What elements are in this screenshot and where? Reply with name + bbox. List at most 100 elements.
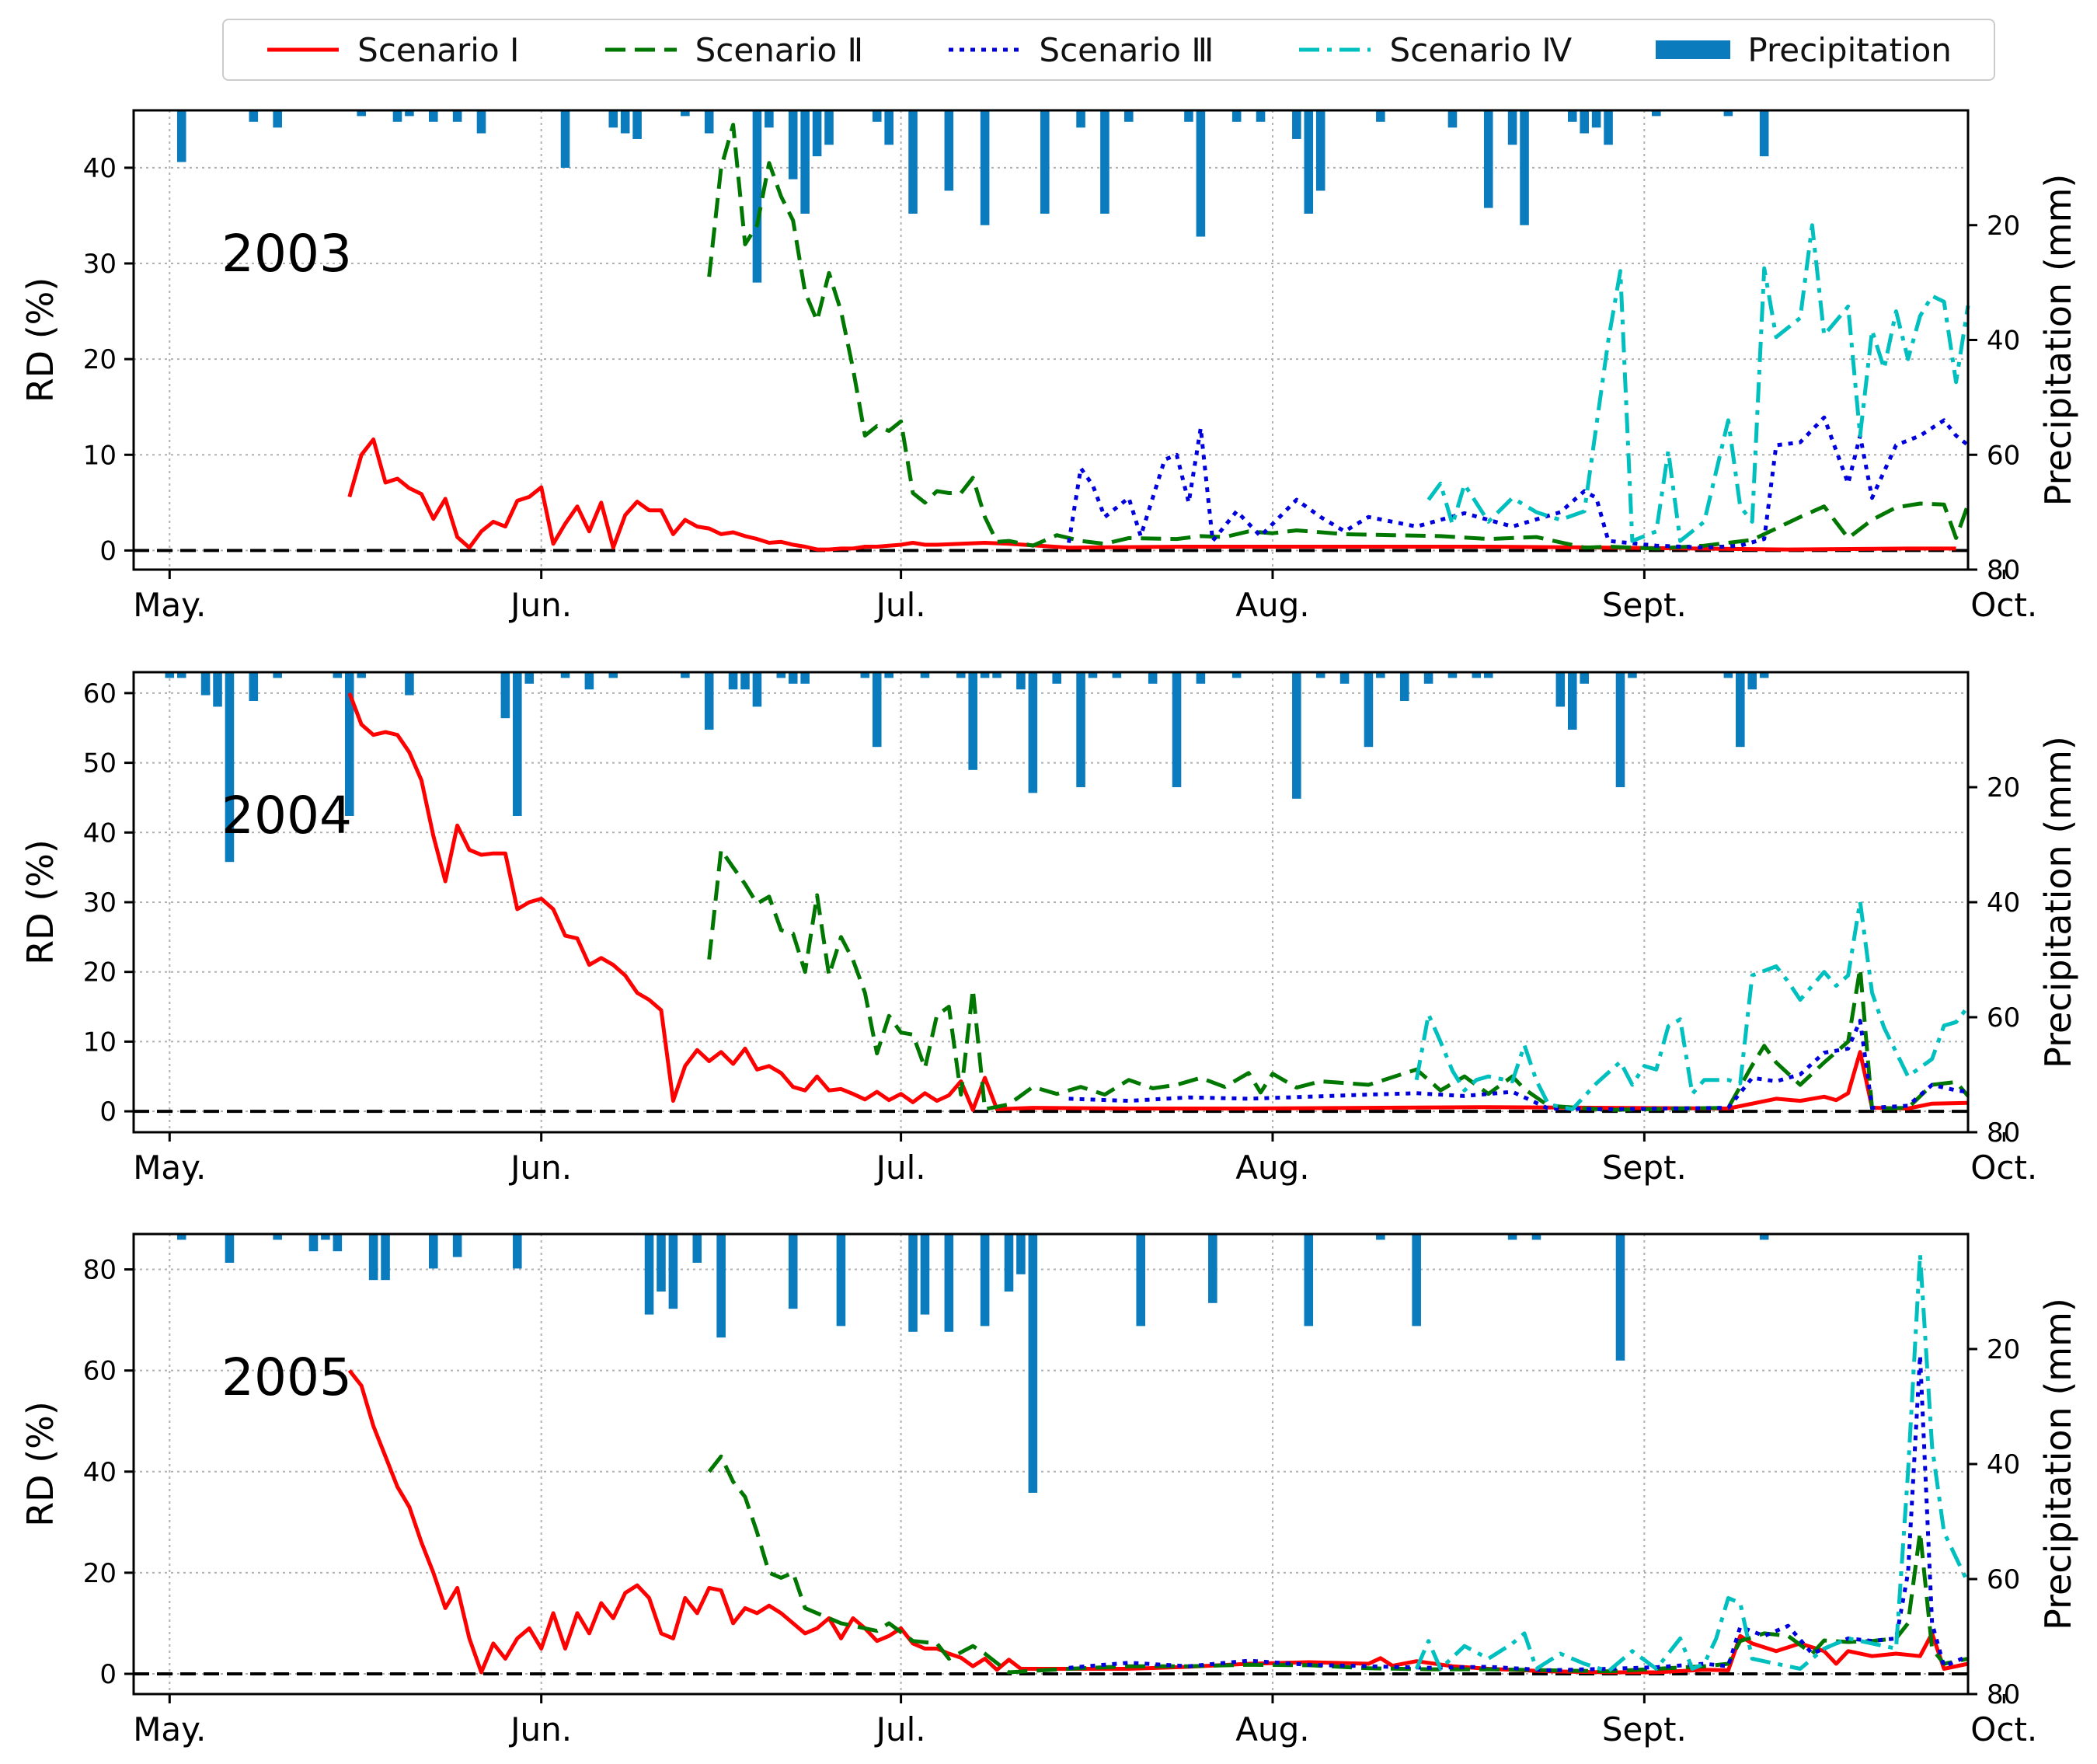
y-axis-label: RD (%) — [19, 1401, 61, 1527]
series-line-scenario2 — [707, 1454, 1969, 1675]
precip-bar — [1759, 1234, 1769, 1240]
precip-bar — [1591, 110, 1601, 128]
series-line-scenario1 — [347, 1369, 1969, 1675]
precip-bar — [381, 1234, 390, 1281]
precip-bar — [1447, 672, 1458, 678]
x-tick-label: Oct. — [1970, 1149, 2037, 1187]
precip-bar — [776, 672, 786, 678]
precip-bar — [1759, 672, 1769, 678]
y-tick-label: 10 — [83, 440, 117, 471]
precip-bar — [273, 672, 282, 678]
precip-bar — [1196, 672, 1206, 684]
y-tick-label: 60 — [83, 1356, 117, 1387]
precip-bar — [788, 110, 798, 180]
y-tick-label: 20 — [83, 1558, 117, 1589]
precip-bar — [249, 110, 259, 122]
precip-bar — [632, 110, 642, 139]
precip-bar — [704, 110, 714, 134]
precip-bar — [1339, 672, 1350, 684]
y2-tick-label: 40 — [1987, 326, 2020, 357]
precip-bar — [1040, 110, 1050, 214]
precip-bar — [1615, 1234, 1625, 1361]
precip-bar — [1088, 672, 1098, 678]
y-tick-label: 20 — [83, 344, 117, 375]
precip-bar — [1376, 672, 1385, 678]
y-axis-label: RD (%) — [19, 839, 61, 965]
precip-bar — [1292, 110, 1301, 139]
y-tick-label: 30 — [83, 887, 117, 919]
y2-axis-label: Precipitation (mm) — [2037, 174, 2079, 507]
precip-bar — [968, 672, 977, 770]
precip-bar — [1052, 672, 1062, 684]
precip-bar — [321, 1234, 330, 1240]
precip-bar — [1651, 110, 1661, 117]
precip-bar — [788, 672, 798, 684]
precip-bar — [692, 1234, 702, 1263]
y-tick-label: 80 — [83, 1255, 117, 1286]
x-tick-label: May. — [133, 586, 206, 624]
y-tick-label: 50 — [83, 748, 117, 779]
y2-axis-label: Precipitation (mm) — [2037, 736, 2079, 1069]
y-tick-label: 0 — [99, 1659, 117, 1690]
precip-bar — [513, 1234, 522, 1269]
precip-bar — [1148, 672, 1158, 684]
precip-bar — [668, 1234, 678, 1309]
y-tick-label: 40 — [83, 1457, 117, 1488]
precip-bar — [249, 672, 259, 701]
precip-bar — [1315, 672, 1325, 678]
x-tick-label: Oct. — [1970, 586, 2037, 624]
y-tick-label: 20 — [83, 957, 117, 988]
precip-bar — [1028, 672, 1038, 793]
precip-bar — [1376, 1234, 1385, 1240]
precip-bar — [225, 1234, 235, 1263]
legend-swatch — [267, 47, 340, 52]
precip-bar — [165, 672, 175, 678]
precip-bar — [1016, 1234, 1026, 1274]
precip-bar — [1447, 110, 1458, 128]
series-line-scenario1 — [347, 692, 1969, 1112]
series-line-scenario3 — [1067, 415, 1970, 550]
precip-bar — [872, 110, 882, 122]
y-tick-label: 40 — [83, 153, 117, 184]
precip-bar — [992, 672, 1001, 678]
precip-bar — [824, 110, 834, 145]
precip-bar — [344, 672, 354, 816]
precip-bar — [200, 672, 211, 695]
series-line-scenario2 — [707, 123, 1970, 551]
y-tick-label: 40 — [83, 818, 117, 849]
precip-bar — [1076, 672, 1085, 787]
precip-bar — [1483, 110, 1493, 208]
precip-bar — [1076, 110, 1085, 128]
precip-bar — [1124, 110, 1134, 122]
x-tick-label: Sept. — [1602, 1710, 1687, 1748]
precip-bar — [333, 1234, 343, 1252]
legend-swatch — [1656, 40, 1731, 59]
y2-tick-label: 20 — [1987, 211, 2020, 242]
y-tick-label: 30 — [83, 249, 117, 280]
precip-bar — [1747, 672, 1757, 690]
precip-bar — [681, 110, 690, 117]
y2-axis-label: Precipitation (mm) — [2037, 1298, 2079, 1630]
precip-bar — [1184, 110, 1193, 122]
precip-bar — [1016, 672, 1026, 690]
precip-bar — [1112, 672, 1122, 678]
x-tick-label: Sept. — [1602, 586, 1687, 624]
precip-bar — [560, 110, 570, 168]
precip-bar — [513, 672, 522, 816]
x-tick-label: Jul. — [874, 586, 926, 624]
legend-swatch — [1299, 47, 1371, 52]
precip-bar — [1136, 1234, 1146, 1326]
precip-bar — [1256, 110, 1266, 122]
x-tick-label: Aug. — [1235, 1149, 1309, 1187]
precip-bar — [1028, 1234, 1038, 1493]
legend-swatch — [949, 47, 1021, 52]
y-tick-label: 60 — [83, 678, 117, 709]
precip-bar — [800, 110, 810, 214]
precip-bar — [812, 110, 822, 157]
precip-bar — [176, 1234, 186, 1240]
precip-bar — [392, 110, 402, 122]
series-line-scenario1 — [347, 438, 1956, 552]
